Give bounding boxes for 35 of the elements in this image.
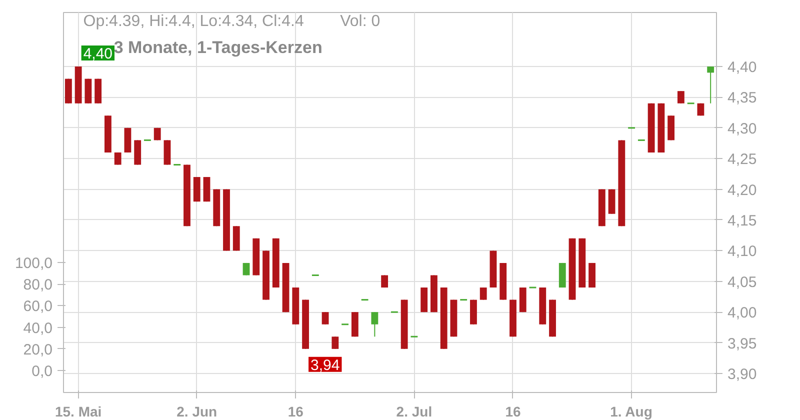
x-tick-label: 2. Jun bbox=[176, 404, 218, 420]
annotation: 4,40 bbox=[83, 46, 113, 63]
y-tick-label: 4,15 bbox=[728, 212, 757, 230]
x-tick-label: 16 bbox=[288, 404, 304, 420]
candlestick bbox=[480, 287, 487, 300]
y-tick-label: 4,25 bbox=[728, 151, 757, 168]
y2-tick-label: 100,0 bbox=[14, 254, 53, 272]
candlestick bbox=[332, 336, 339, 350]
candlestick bbox=[381, 274, 388, 288]
y-tick-label: 4,35 bbox=[728, 90, 757, 107]
x-tick-label: 1. Aug bbox=[610, 404, 652, 420]
y2-tick-label: 40,0 bbox=[23, 320, 53, 337]
y-tick-label: 4,05 bbox=[728, 274, 757, 291]
y-tick-label: 4,40 bbox=[728, 59, 757, 76]
x-tick-label: 15. Mai bbox=[54, 404, 102, 420]
y-tick-label: 4,20 bbox=[728, 182, 757, 199]
candlestick bbox=[677, 90, 684, 104]
candlestick bbox=[322, 312, 329, 325]
y2-tick-label: 80,0 bbox=[23, 276, 53, 294]
y-tick-label: 4,00 bbox=[728, 304, 757, 322]
candlestick bbox=[707, 66, 714, 104]
y-tick-label: 4,10 bbox=[728, 243, 757, 260]
x-tick-label: 2. Jul bbox=[396, 404, 432, 420]
annotation: 3,94 bbox=[310, 356, 340, 374]
y2-tick-label: 0,0 bbox=[32, 362, 53, 380]
annotation: Vol: 0 bbox=[340, 13, 380, 30]
annotation: Op:4.39, Hi:4.4, Lo:4.34, Cl:4.4 bbox=[83, 13, 304, 30]
candlestick bbox=[371, 312, 378, 338]
text: 3 Monate, 1-Tages-Kerzen bbox=[114, 38, 322, 57]
y2-tick-label: 60,0 bbox=[23, 298, 53, 316]
y-tick-label: 4,30 bbox=[728, 120, 757, 138]
x-tick-label: 16 bbox=[505, 404, 521, 420]
y-tick-label: 3,95 bbox=[728, 335, 757, 352]
y2-tick-label: 20,0 bbox=[23, 341, 53, 358]
y-tick-label: 3,90 bbox=[728, 366, 757, 383]
